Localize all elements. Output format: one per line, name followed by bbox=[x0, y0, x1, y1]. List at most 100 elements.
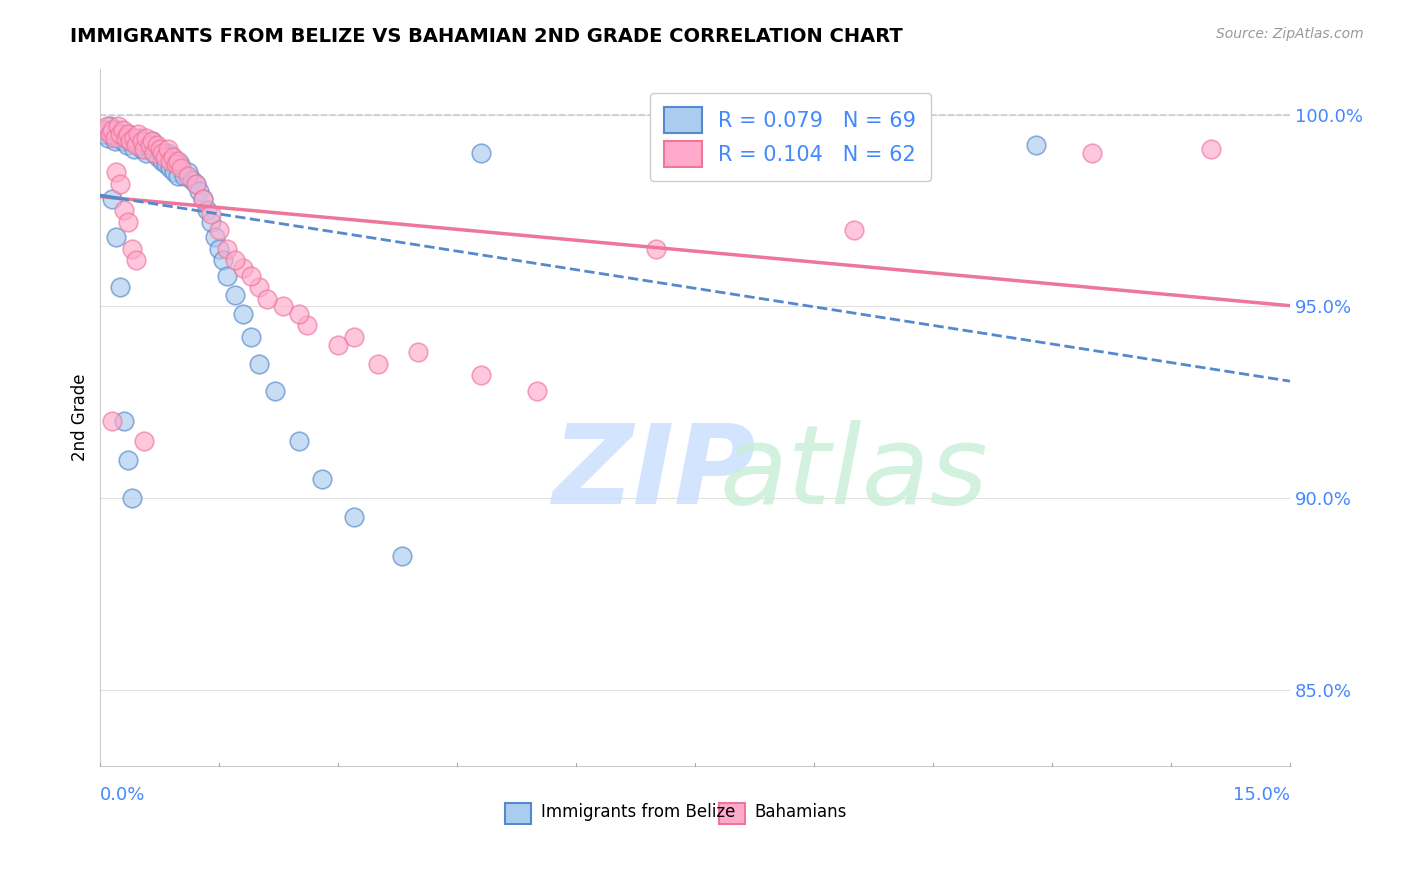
Point bbox=[367, 357, 389, 371]
Point bbox=[132, 434, 155, 448]
Point bbox=[224, 287, 246, 301]
Point bbox=[115, 138, 138, 153]
Point bbox=[328, 337, 350, 351]
Point bbox=[240, 330, 263, 344]
Point bbox=[159, 153, 181, 168]
Point bbox=[146, 138, 169, 153]
Point bbox=[108, 127, 131, 141]
Point bbox=[232, 260, 254, 275]
Point bbox=[120, 135, 142, 149]
Point bbox=[176, 165, 198, 179]
Point bbox=[149, 142, 172, 156]
Point bbox=[101, 127, 124, 141]
Point bbox=[135, 145, 157, 160]
Point bbox=[139, 142, 162, 156]
Point bbox=[150, 153, 173, 168]
Point bbox=[295, 318, 318, 333]
Point bbox=[200, 207, 222, 221]
Point bbox=[131, 142, 153, 156]
Point bbox=[224, 253, 246, 268]
Point bbox=[131, 135, 153, 149]
Point bbox=[155, 150, 177, 164]
Legend: R = 0.079   N = 69, R = 0.104   N = 62: R = 0.079 N = 69, R = 0.104 N = 62 bbox=[650, 93, 931, 181]
Point bbox=[98, 119, 121, 133]
Point bbox=[121, 242, 143, 256]
Point bbox=[159, 161, 181, 176]
Point bbox=[135, 130, 157, 145]
Point bbox=[143, 145, 166, 160]
Point bbox=[343, 510, 366, 524]
Point bbox=[311, 472, 333, 486]
Point bbox=[129, 130, 152, 145]
Point bbox=[204, 230, 226, 244]
Point bbox=[208, 222, 231, 236]
Point bbox=[149, 142, 172, 156]
Point bbox=[163, 165, 186, 179]
Point bbox=[117, 127, 139, 141]
Point bbox=[160, 150, 183, 164]
Point bbox=[193, 192, 215, 206]
Point bbox=[176, 169, 198, 183]
Point bbox=[105, 123, 128, 137]
Point bbox=[162, 150, 184, 164]
Point bbox=[212, 253, 235, 268]
Point bbox=[121, 491, 143, 505]
Text: Bahamians: Bahamians bbox=[755, 803, 846, 821]
Point bbox=[112, 130, 135, 145]
Point bbox=[125, 135, 148, 149]
Point bbox=[141, 135, 163, 149]
Point bbox=[127, 138, 149, 153]
Point bbox=[107, 119, 129, 133]
Point bbox=[271, 299, 294, 313]
Point bbox=[93, 127, 115, 141]
Point bbox=[105, 165, 128, 179]
Point bbox=[217, 242, 239, 256]
Point bbox=[217, 268, 239, 283]
Point bbox=[98, 127, 121, 141]
Point bbox=[104, 135, 127, 149]
Point bbox=[169, 157, 191, 171]
Point bbox=[188, 184, 211, 198]
Point bbox=[141, 135, 163, 149]
Point bbox=[105, 230, 128, 244]
Text: Source: ZipAtlas.com: Source: ZipAtlas.com bbox=[1216, 27, 1364, 41]
Point bbox=[156, 142, 179, 156]
Point bbox=[247, 280, 270, 294]
Point bbox=[1199, 142, 1222, 156]
Text: IMMIGRANTS FROM BELIZE VS BAHAMIAN 2ND GRADE CORRELATION CHART: IMMIGRANTS FROM BELIZE VS BAHAMIAN 2ND G… bbox=[70, 27, 903, 45]
Point bbox=[122, 130, 145, 145]
Point bbox=[184, 177, 207, 191]
Point bbox=[170, 161, 193, 176]
Point bbox=[132, 135, 155, 149]
FancyBboxPatch shape bbox=[718, 804, 745, 824]
Point bbox=[180, 172, 202, 186]
Point bbox=[208, 242, 231, 256]
Point bbox=[107, 130, 129, 145]
Point bbox=[104, 130, 127, 145]
Point bbox=[117, 127, 139, 141]
Point bbox=[111, 123, 134, 137]
Point bbox=[111, 135, 134, 149]
Point bbox=[1025, 138, 1047, 153]
Point bbox=[287, 434, 309, 448]
Point bbox=[200, 215, 222, 229]
Point bbox=[148, 150, 170, 164]
Point bbox=[167, 153, 190, 168]
Point bbox=[101, 123, 124, 137]
Point bbox=[526, 384, 548, 398]
Point bbox=[263, 384, 285, 398]
Point bbox=[145, 142, 167, 156]
Y-axis label: 2nd Grade: 2nd Grade bbox=[72, 374, 89, 461]
FancyBboxPatch shape bbox=[505, 804, 531, 824]
Point bbox=[117, 452, 139, 467]
Point bbox=[143, 145, 166, 160]
Point bbox=[232, 307, 254, 321]
Point bbox=[287, 307, 309, 321]
Point bbox=[173, 169, 195, 183]
Point bbox=[167, 169, 190, 183]
Point bbox=[343, 330, 366, 344]
Point bbox=[93, 123, 115, 137]
Point bbox=[644, 242, 666, 256]
Point bbox=[165, 153, 187, 168]
Point bbox=[1080, 145, 1102, 160]
